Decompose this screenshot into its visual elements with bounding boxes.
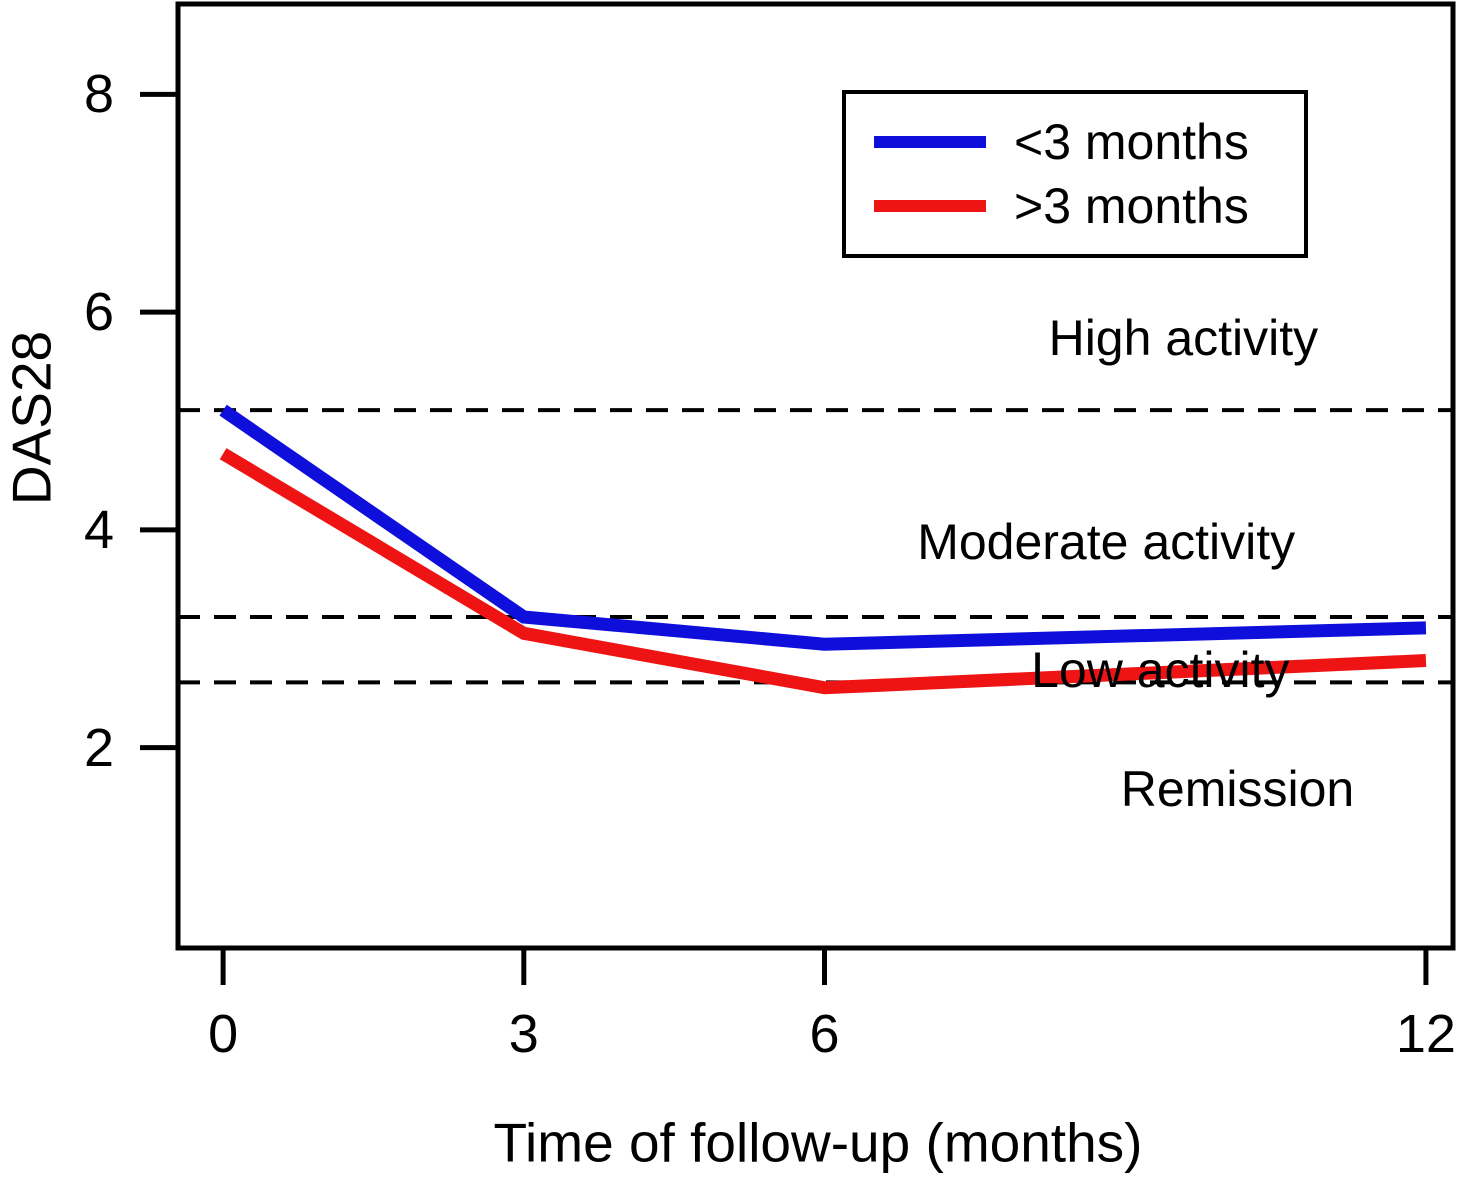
legend-entry-gt3-months: >3 months xyxy=(874,181,1304,231)
legend-entry-lt3-months: <3 months xyxy=(874,117,1304,167)
blue-line-swatch-icon xyxy=(874,136,986,148)
legend: <3 months >3 months xyxy=(842,90,1308,258)
x-tick-label-3: 3 xyxy=(508,1004,539,1064)
x-axis-title: Time of follow-up (months) xyxy=(493,1111,1143,1174)
y-tick-label-2: 2 xyxy=(83,717,115,778)
legend-label-lt3-months: <3 months xyxy=(1014,114,1249,170)
legend-label-gt3-months: >3 months xyxy=(1014,178,1249,234)
annotation-remission: Remission xyxy=(1120,761,1355,818)
red-line-swatch-icon xyxy=(874,200,986,212)
y-axis-title: DAS28 xyxy=(0,330,63,506)
y-tick-label-6: 6 xyxy=(83,282,115,343)
annotation-low-activity: Low activity xyxy=(1031,642,1290,699)
y-tick-label-8: 8 xyxy=(83,64,115,125)
annotation-moderate-activity: Moderate activity xyxy=(917,513,1296,570)
x-tick-label-12: 12 xyxy=(1395,1004,1456,1064)
x-tick-label-0: 0 xyxy=(208,1004,239,1064)
x-tick-label-6: 6 xyxy=(809,1004,840,1064)
y-tick-label-4: 4 xyxy=(83,499,115,560)
annotation-high-activity: High activity xyxy=(1048,310,1319,367)
